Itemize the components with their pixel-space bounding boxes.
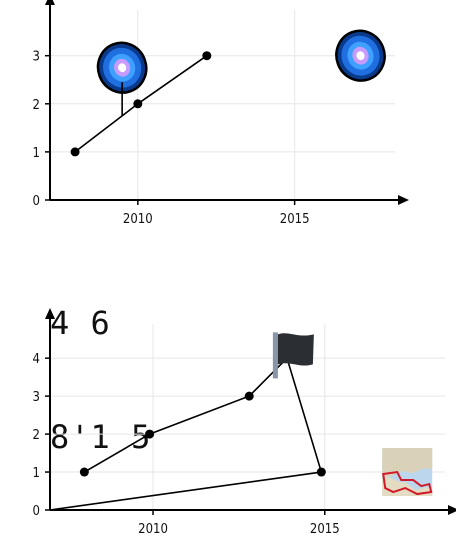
series-line-0 xyxy=(49,356,323,511)
data-point xyxy=(202,51,212,61)
x-axis-arrow xyxy=(398,195,409,205)
y-tick-label: 2 xyxy=(33,428,40,443)
galaxy-icon xyxy=(335,29,386,82)
y-axis-arrow xyxy=(45,308,55,319)
y-axis-arrow xyxy=(45,0,55,5)
caption-line-2: 8'1 5 xyxy=(50,418,152,456)
numeric-caption: 4 6 8'1 5 xyxy=(50,228,151,494)
data-point xyxy=(316,467,326,477)
x-tick-label: 2015 xyxy=(280,212,310,227)
chart-bottom: 2010 2015 0 1 2 3 4 xyxy=(33,308,456,537)
data-point xyxy=(145,429,155,439)
data-point xyxy=(70,147,80,157)
chart-top: 2010 2015 0 1 2 3 xyxy=(33,0,409,227)
map-icon xyxy=(382,448,433,497)
y-tick-label: 3 xyxy=(33,50,40,65)
data-point xyxy=(79,467,89,477)
y-tick-label: 1 xyxy=(33,146,40,161)
y-tick-label: 2 xyxy=(33,98,40,113)
y-tick-label: 3 xyxy=(33,390,40,405)
x-tick-label: 2015 xyxy=(310,522,340,537)
x-tick-label: 2010 xyxy=(123,212,153,227)
x-tick-label: 2010 xyxy=(138,522,168,537)
y-tick-label: 0 xyxy=(33,194,40,209)
y-tick-label: 1 xyxy=(33,466,40,481)
flag-icon xyxy=(272,332,314,379)
y-tick-label: 4 xyxy=(33,352,40,367)
galaxy-icon xyxy=(96,41,148,94)
y-tick-label: 0 xyxy=(33,504,40,519)
x-axis-arrow xyxy=(448,505,456,515)
caption-line-1: 4 6 xyxy=(50,304,111,342)
data-point xyxy=(133,99,143,109)
data-point xyxy=(244,391,254,401)
